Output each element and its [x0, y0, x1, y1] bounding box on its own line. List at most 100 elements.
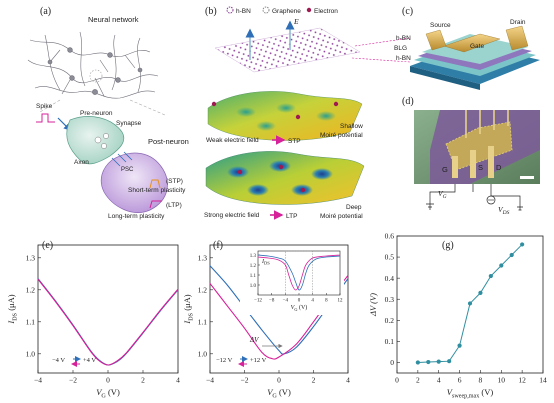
- y-tick-label: 0.3: [385, 295, 395, 304]
- shallow-well: [256, 121, 276, 131]
- electron: [333, 101, 339, 107]
- data-point: [447, 359, 452, 364]
- left-value-label: −12 V: [216, 357, 233, 364]
- vesicle: [101, 143, 107, 149]
- y-tick-label: 1.1: [198, 317, 208, 326]
- y-tick-label: 1.3: [26, 253, 36, 262]
- gate-pad: [452, 156, 458, 178]
- x-tick-label: 2: [416, 376, 420, 385]
- panel-label-a: (a): [40, 6, 51, 17]
- x-tick-label: 0: [277, 376, 281, 385]
- ltp-waveform: [149, 200, 162, 209]
- weak-field-label: Weak electric field: [206, 137, 259, 144]
- y-tick-label: 0.6: [385, 232, 395, 241]
- x-axis-label: Vsweep,max (V): [447, 387, 494, 400]
- circuit-wires: [429, 184, 521, 210]
- y-axis-label: ΔV (V): [368, 293, 378, 317]
- legend-b: h-BN Graphene Electron: [226, 6, 338, 15]
- panel-d: (d) G S D VG VDS: [402, 96, 540, 216]
- legend-graphene: Graphene: [272, 8, 301, 15]
- y-tick-label: 1.0: [198, 349, 208, 358]
- synaptic-cleft: [111, 151, 133, 167]
- series-line-blue: [37, 278, 179, 366]
- layer-bot-label: h-BN: [396, 55, 411, 62]
- moire-potential-label-2: Moiré potential: [320, 213, 363, 220]
- synapse-label: Synapse: [116, 120, 142, 127]
- moire-potential-label: Moiré potential: [320, 132, 363, 139]
- data-point: [457, 343, 462, 348]
- label-d: D: [496, 163, 502, 172]
- source-pad: [470, 150, 476, 178]
- inset-y-tick-label: 1.1: [250, 274, 257, 279]
- drain-label: Drain: [510, 19, 526, 26]
- shallow-potential-surface: [207, 91, 363, 141]
- chart-f: −4 −2 0 2 4 1.0 1.1 1.2 1.3 VG (V) IDS (μA) ΔV −12 V…: [182, 244, 350, 400]
- inset-x-tick-label: 4: [311, 299, 314, 304]
- shallow-well: [236, 107, 256, 117]
- inset-x-tick-label: −8: [269, 299, 275, 304]
- x-tick-label: 4: [346, 376, 350, 385]
- moire-lattice-sheet: [214, 27, 361, 73]
- y-tick-label: 0.5: [385, 253, 395, 262]
- y-tick-label: 1.3: [198, 253, 208, 262]
- y-axis-label: IDS (μA): [6, 294, 19, 324]
- source-electrode: [425, 29, 447, 51]
- substrate-side: [410, 66, 480, 90]
- data-point: [488, 273, 493, 279]
- legend-hbn: h-BN: [236, 8, 251, 15]
- stp-abbr: (STP): [166, 178, 183, 185]
- data-point: [499, 263, 504, 268]
- top-hbn-layer: [422, 34, 528, 64]
- electron: [295, 114, 301, 120]
- legend-electron: Electron: [314, 8, 338, 15]
- inset-x-axis-label: VG (V): [291, 304, 308, 312]
- spike-waveform: [36, 113, 55, 123]
- y-axis-label: IDS (μA): [182, 294, 195, 324]
- data-point: [520, 242, 525, 247]
- inset-series-line-blue: [257, 254, 341, 291]
- x-tick-label: 10: [498, 376, 506, 385]
- layer-top-label: h-BN: [396, 35, 411, 42]
- pre-neuron-label: Pre-neuron: [80, 110, 113, 117]
- inset-zoom-window: [285, 250, 313, 296]
- gate-label: Gate: [470, 43, 484, 50]
- post-neuron-label: Post-neuron: [148, 137, 189, 146]
- x-tick-label: 0: [106, 376, 110, 385]
- drain-pad: [488, 146, 494, 178]
- y-tick-label: 1.1: [26, 317, 36, 326]
- ltp-abbr: (LTP): [166, 202, 182, 209]
- electron: [237, 169, 243, 175]
- deep-label: Deep: [346, 204, 362, 211]
- data-point: [426, 359, 431, 365]
- data-point: [415, 360, 420, 365]
- right-value-label: +12 V: [250, 357, 267, 364]
- x-axis-label: VG (V): [96, 387, 120, 400]
- x-tick-label: 2: [312, 376, 316, 385]
- y-tick-label: 1.2: [198, 285, 208, 294]
- stp-label: Short-term plasticity: [128, 187, 186, 194]
- source-label: Source: [430, 22, 451, 29]
- chart-e: −4 −2 0 2 4 1.0 1.1 1.2 1.3 VG (V) IDS (μA) −4 V +4 …: [6, 244, 180, 400]
- plot-frame: [37, 244, 179, 374]
- panel-label-d: (d): [402, 96, 414, 107]
- x-tick-label: 6: [458, 376, 462, 385]
- shallow-label: Shallow: [340, 123, 363, 130]
- ltp-result: LTP: [286, 213, 297, 220]
- electron: [211, 101, 217, 107]
- vg-label: VG: [438, 189, 447, 200]
- delta-v-label: ΔV: [249, 336, 259, 344]
- y-tick-label: 0.4: [385, 274, 395, 283]
- inset-series-line-magenta: [257, 254, 341, 291]
- zoom-guides: [39, 99, 166, 116]
- spike-label: Spike: [36, 103, 53, 110]
- label-g: G: [442, 165, 448, 174]
- ltp-label: Long-term plasticity: [108, 213, 165, 220]
- deep-well: [247, 184, 269, 196]
- stp-waveform: [149, 179, 161, 189]
- left-value-label: −4 V: [52, 357, 65, 364]
- panel-e: (e) −4 −2 0 2 4 1.0 1.1 1.2 1.3 VG (V) IDS (μA) −4 …: [6, 240, 180, 400]
- inset-y-tick-label: 1.0: [250, 284, 257, 289]
- post-neuron-body: [100, 152, 168, 213]
- label-s: S: [478, 163, 483, 172]
- field-symbol: E: [293, 17, 299, 26]
